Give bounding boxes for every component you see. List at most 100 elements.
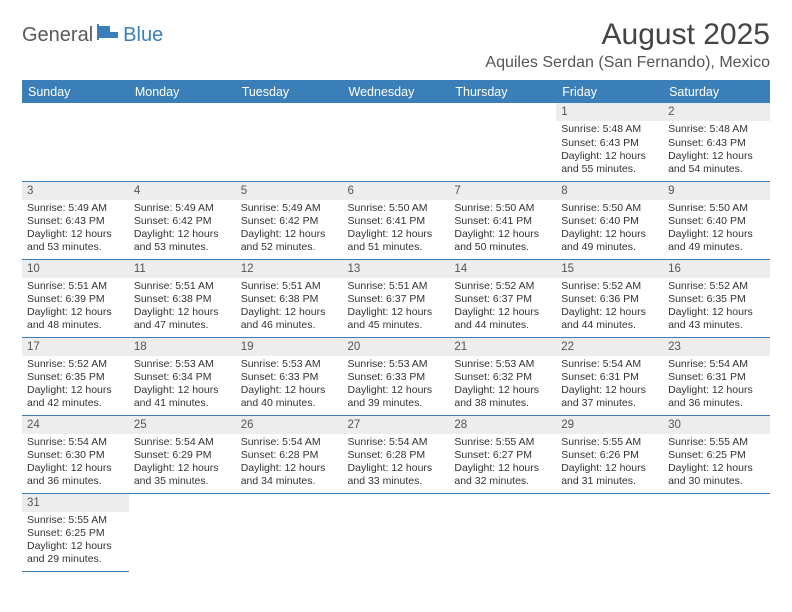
calendar-day: 14Sunrise: 5:52 AMSunset: 6:37 PMDayligh…	[449, 259, 556, 337]
sunrise-line: Sunrise: 5:54 AM	[561, 358, 658, 371]
daylight-line: Daylight: 12 hours and 36 minutes.	[27, 462, 124, 488]
sunrise-line: Sunrise: 5:53 AM	[454, 358, 551, 371]
sunset-line: Sunset: 6:28 PM	[348, 449, 445, 462]
daylight-line: Daylight: 12 hours and 35 minutes.	[134, 462, 231, 488]
day-body: Sunrise: 5:54 AMSunset: 6:31 PMDaylight:…	[663, 356, 770, 415]
calendar-day: 25 Sunrise: 5:54 AMSunset: 6:29 PMDayligh…	[129, 415, 236, 493]
daylight-line: Daylight: 12 hours and 44 minutes.	[561, 306, 658, 332]
sunrise-line: Sunrise: 5:53 AM	[241, 358, 338, 371]
day-body: Sunrise: 5:48 AMSunset: 6:43 PMDaylight:…	[556, 121, 663, 180]
calendar-row: 24Sunrise: 5:54 AMSunset: 6:30 PMDayligh…	[22, 415, 770, 493]
day-body: Sunrise: 5:51 AMSunset: 6:37 PMDaylight:…	[343, 278, 450, 337]
daylight-line: Daylight: 12 hours and 42 minutes.	[27, 384, 124, 410]
weekday-header-row: SundayMondayTuesdayWednesdayThursdayFrid…	[22, 81, 770, 104]
day-body: Sunrise: 5:49 AMSunset: 6:42 PMDaylight:…	[129, 200, 236, 259]
sunrise-line: Sunrise: 5:55 AM	[668, 436, 765, 449]
sunrise-line: Sunrise: 5:53 AM	[348, 358, 445, 371]
calendar-day: 5Sunrise: 5:49 AMSunset: 6:42 PMDaylight…	[236, 181, 343, 259]
calendar-day: 30Sunrise: 5:55 AMSunset: 6:25 PMDayligh…	[663, 415, 770, 493]
calendar-day: 23Sunrise: 5:54 AMSunset: 6:31 PMDayligh…	[663, 337, 770, 415]
calendar-empty	[449, 103, 556, 181]
day-body: Sunrise: 5:51 AMSunset: 6:38 PMDaylight:…	[129, 278, 236, 337]
calendar-row: 10Sunrise: 5:51 AMSunset: 6:39 PMDayligh…	[22, 259, 770, 337]
daylight-line: Daylight: 12 hours and 37 minutes.	[561, 384, 658, 410]
day-body: Sunrise: 5:53 AMSunset: 6:32 PMDaylight:…	[449, 356, 556, 415]
day-body: Sunrise: 5:55 AMSunset: 6:25 PMDaylight:…	[663, 434, 770, 493]
sunset-line: Sunset: 6:29 PM	[134, 449, 231, 462]
logo-text-blue: Blue	[123, 24, 163, 47]
daylight-line: Daylight: 12 hours and 41 minutes.	[134, 384, 231, 410]
calendar-day: 10Sunrise: 5:51 AMSunset: 6:39 PMDayligh…	[22, 259, 129, 337]
day-number: 24	[22, 416, 129, 434]
day-number: 21	[449, 338, 556, 356]
sunrise-line: Sunrise: 5:54 AM	[134, 436, 231, 449]
calendar-empty	[343, 103, 450, 181]
daylight-line: Daylight: 12 hours and 33 minutes.	[348, 462, 445, 488]
sunset-line: Sunset: 6:43 PM	[668, 137, 765, 150]
day-body: Sunrise: 5:49 AMSunset: 6:43 PMDaylight:…	[22, 200, 129, 259]
day-body: Sunrise: 5:50 AMSunset: 6:40 PMDaylight:…	[556, 200, 663, 259]
day-number: 1	[556, 103, 663, 121]
sunrise-line: Sunrise: 5:48 AM	[561, 123, 658, 136]
sunrise-line: Sunrise: 5:55 AM	[561, 436, 658, 449]
calendar-empty	[236, 103, 343, 181]
daylight-line: Daylight: 12 hours and 34 minutes.	[241, 462, 338, 488]
sunrise-line: Sunrise: 5:50 AM	[668, 202, 765, 215]
day-number: 13	[343, 260, 450, 278]
sunset-line: Sunset: 6:41 PM	[348, 215, 445, 228]
day-number: 10	[22, 260, 129, 278]
sunset-line: Sunset: 6:31 PM	[561, 371, 658, 384]
day-body: Sunrise: 5:52 AMSunset: 6:36 PMDaylight:…	[556, 278, 663, 337]
sunrise-line: Sunrise: 5:51 AM	[134, 280, 231, 293]
day-number: 25	[129, 416, 236, 434]
calendar-day: 18Sunrise: 5:53 AMSunset: 6:34 PMDayligh…	[129, 337, 236, 415]
day-number: 2	[663, 103, 770, 121]
sunset-line: Sunset: 6:38 PM	[134, 293, 231, 306]
calendar-day: 26Sunrise: 5:54 AMSunset: 6:28 PMDayligh…	[236, 415, 343, 493]
calendar-day: 3Sunrise: 5:49 AMSunset: 6:43 PMDaylight…	[22, 181, 129, 259]
sunset-line: Sunset: 6:36 PM	[561, 293, 658, 306]
day-body: Sunrise: 5:50 AMSunset: 6:41 PMDaylight:…	[343, 200, 450, 259]
weekday-header: Monday	[129, 81, 236, 104]
day-body: Sunrise: 5:50 AMSunset: 6:40 PMDaylight:…	[663, 200, 770, 259]
daylight-line: Daylight: 12 hours and 32 minutes.	[454, 462, 551, 488]
day-body: Sunrise: 5:52 AMSunset: 6:37 PMDaylight:…	[449, 278, 556, 337]
calendar-empty	[236, 493, 343, 571]
calendar-day: 11Sunrise: 5:51 AMSunset: 6:38 PMDayligh…	[129, 259, 236, 337]
calendar-empty	[129, 493, 236, 571]
calendar-day: 31Sunrise: 5:55 AMSunset: 6:25 PMDayligh…	[22, 493, 129, 571]
calendar-day: 17Sunrise: 5:52 AMSunset: 6:35 PMDayligh…	[22, 337, 129, 415]
calendar-table: SundayMondayTuesdayWednesdayThursdayFrid…	[22, 80, 770, 572]
day-number: 22	[556, 338, 663, 356]
sunrise-line: Sunrise: 5:50 AM	[348, 202, 445, 215]
daylight-line: Daylight: 12 hours and 45 minutes.	[348, 306, 445, 332]
daylight-line: Daylight: 12 hours and 46 minutes.	[241, 306, 338, 332]
calendar-body: 1Sunrise: 5:48 AMSunset: 6:43 PMDaylight…	[22, 103, 770, 571]
calendar-day: 27Sunrise: 5:54 AMSunset: 6:28 PMDayligh…	[343, 415, 450, 493]
day-body: Sunrise: 5:50 AMSunset: 6:41 PMDaylight:…	[449, 200, 556, 259]
calendar-day: 2Sunrise: 5:48 AMSunset: 6:43 PMDaylight…	[663, 103, 770, 181]
sunset-line: Sunset: 6:25 PM	[27, 527, 124, 540]
sunrise-line: Sunrise: 5:52 AM	[454, 280, 551, 293]
daylight-line: Daylight: 12 hours and 47 minutes.	[134, 306, 231, 332]
daylight-line: Daylight: 12 hours and 49 minutes.	[561, 228, 658, 254]
day-number: 7	[449, 182, 556, 200]
day-body: Sunrise: 5:54 AMSunset: 6:28 PMDaylight:…	[236, 434, 343, 493]
day-number: 30	[663, 416, 770, 434]
daylight-line: Daylight: 12 hours and 53 minutes.	[134, 228, 231, 254]
day-body: Sunrise: 5:54 AMSunset: 6:28 PMDaylight:…	[343, 434, 450, 493]
sunrise-line: Sunrise: 5:49 AM	[27, 202, 124, 215]
weekday-header: Thursday	[449, 81, 556, 104]
sunrise-line: Sunrise: 5:52 AM	[561, 280, 658, 293]
weekday-header: Tuesday	[236, 81, 343, 104]
sunset-line: Sunset: 6:27 PM	[454, 449, 551, 462]
weekday-header: Sunday	[22, 81, 129, 104]
sunset-line: Sunset: 6:34 PM	[134, 371, 231, 384]
sunrise-line: Sunrise: 5:51 AM	[27, 280, 124, 293]
calendar-empty	[22, 103, 129, 181]
sunset-line: Sunset: 6:42 PM	[134, 215, 231, 228]
daylight-line: Daylight: 12 hours and 29 minutes.	[27, 540, 124, 566]
calendar-day: 7Sunrise: 5:50 AMSunset: 6:41 PMDaylight…	[449, 181, 556, 259]
daylight-line: Daylight: 12 hours and 50 minutes.	[454, 228, 551, 254]
daylight-line: Daylight: 12 hours and 39 minutes.	[348, 384, 445, 410]
